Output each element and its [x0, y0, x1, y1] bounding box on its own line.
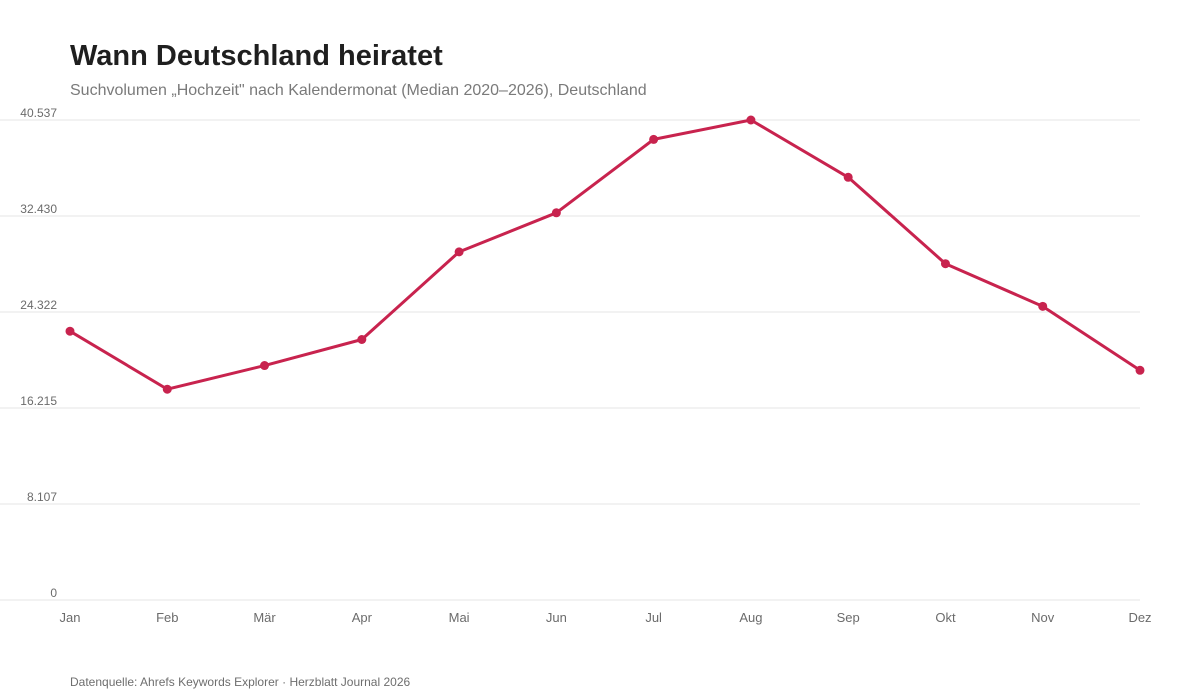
x-tick-label: Apr: [352, 610, 373, 625]
x-tick-label: Dez: [1128, 610, 1151, 625]
chart-title: Wann Deutschland heiratet: [70, 40, 443, 72]
y-tick-label: 40.537: [20, 106, 57, 120]
x-tick-label: Feb: [156, 610, 178, 625]
x-tick-label: Mai: [449, 610, 470, 625]
data-point[interactable]: [746, 115, 756, 125]
data-point[interactable]: [260, 361, 270, 371]
x-tick-label: Nov: [1031, 610, 1055, 625]
x-tick-label: Jan: [60, 610, 81, 625]
x-tick-label: Jul: [645, 610, 662, 625]
data-point[interactable]: [357, 334, 367, 344]
data-point[interactable]: [1038, 301, 1048, 311]
data-point[interactable]: [551, 208, 561, 218]
chart-subtitle: Suchvolumen „Hochzeit" nach Kalendermona…: [70, 82, 647, 99]
x-tick-label: Aug: [739, 610, 762, 625]
data-point[interactable]: [1135, 365, 1145, 375]
y-tick-label: 16.215: [20, 394, 57, 408]
series-line: [68, 118, 1142, 391]
x-tick-label: Jun: [546, 610, 567, 625]
data-point[interactable]: [65, 326, 75, 336]
data-source-note: Datenquelle: Ahrefs Keywords Explorer · …: [70, 675, 411, 689]
grid-lines: [0, 119, 1140, 601]
x-tick-label: Okt: [935, 610, 956, 625]
data-point[interactable]: [843, 172, 853, 182]
y-tick-label: 24.322: [20, 298, 57, 312]
y-axis-ticks: 0 8.107 16.215 24.322 32.430 40.537: [20, 106, 57, 600]
series-layer: [65, 115, 1145, 394]
data-point[interactable]: [454, 247, 464, 257]
y-tick-label: 0: [50, 586, 57, 600]
x-axis-ticks: Jan Feb Mär Apr Mai Jun Jul Aug Sep Okt Nov Dez: [60, 610, 1152, 625]
data-point[interactable]: [162, 384, 172, 394]
y-tick-label: 8.107: [27, 490, 57, 504]
x-tick-label: Mär: [253, 610, 276, 625]
data-point[interactable]: [940, 259, 950, 269]
x-tick-label: Sep: [837, 610, 860, 625]
y-tick-label: 32.430: [20, 202, 57, 216]
data-point[interactable]: [649, 134, 659, 144]
